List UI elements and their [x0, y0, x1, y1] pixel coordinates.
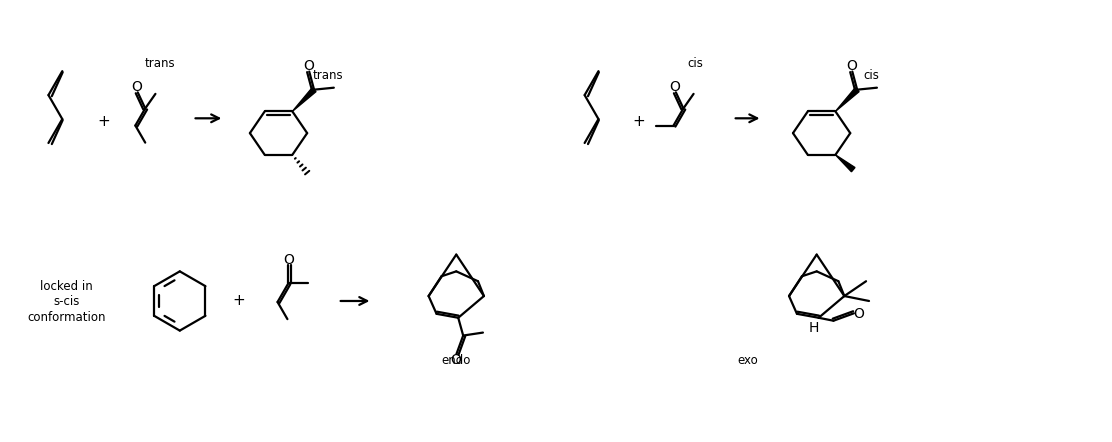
- Text: +: +: [98, 114, 110, 129]
- Text: O: O: [450, 353, 460, 367]
- Text: O: O: [304, 59, 315, 73]
- Text: +: +: [232, 293, 246, 309]
- Polygon shape: [835, 155, 855, 172]
- Text: H: H: [808, 320, 818, 335]
- Text: O: O: [846, 59, 857, 73]
- Text: +: +: [633, 114, 645, 129]
- Text: cis: cis: [863, 69, 878, 82]
- Text: cis: cis: [687, 57, 703, 70]
- Text: exo: exo: [737, 354, 758, 367]
- Text: s-cis: s-cis: [53, 295, 79, 309]
- Text: conformation: conformation: [27, 311, 106, 324]
- Text: O: O: [282, 253, 294, 267]
- Polygon shape: [292, 88, 316, 111]
- Text: O: O: [853, 307, 864, 321]
- Text: O: O: [669, 80, 681, 94]
- Text: endo: endo: [441, 354, 471, 367]
- Text: trans: trans: [312, 69, 344, 82]
- Text: trans: trans: [145, 57, 176, 70]
- Text: locked in: locked in: [40, 280, 92, 293]
- Text: O: O: [131, 80, 142, 94]
- Polygon shape: [835, 88, 860, 111]
